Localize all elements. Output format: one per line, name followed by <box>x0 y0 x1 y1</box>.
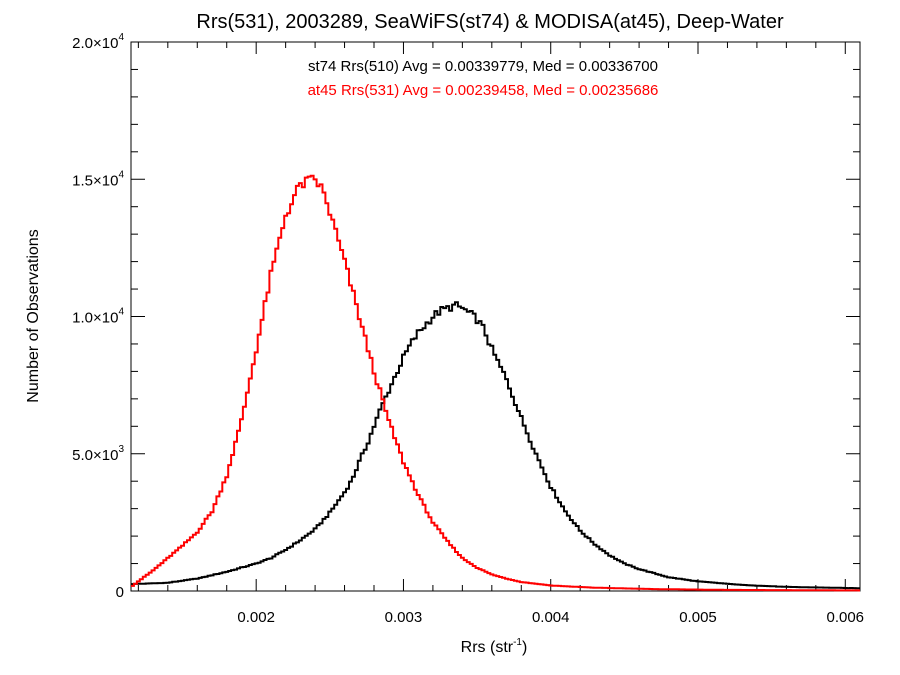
y-tick-label: 1.0×104 <box>72 307 124 327</box>
y-tick-label-main: 2.0×10 <box>72 35 118 52</box>
y-tick-label: 5.0×103 <box>72 444 124 464</box>
y-tick-label-exponent: 3 <box>118 444 124 455</box>
x-tick-label: 0.004 <box>532 609 570 626</box>
y-tick-label-exponent: 4 <box>118 169 124 180</box>
x-tick-label: 0.005 <box>679 609 717 626</box>
x-axis-label-end: ) <box>522 639 527 656</box>
y-axis-label: Number of Observations <box>25 229 42 402</box>
plot-area: 0.002 0.003 0.004 0.005 0.00605.0×1031.0×104… <box>72 32 864 626</box>
y-tick-label-main: 5.0×10 <box>72 447 118 464</box>
x-axis-label-main: Rrs (str <box>461 639 514 656</box>
y-tick-label-main: 1.0×10 <box>72 310 118 327</box>
y-tick-label: 0 <box>116 584 124 601</box>
y-tick-label: 1.5×104 <box>72 169 124 189</box>
annotation-black: st74 Rrs(510) Avg = 0.00339779, Med = 0.… <box>308 58 658 75</box>
x-tick-label: 0.002 <box>237 609 275 626</box>
series-histogram-st74 <box>131 301 860 590</box>
x-axis-label: Rrs (str-1) <box>461 637 528 656</box>
series-histogram-at45 <box>131 174 860 592</box>
y-tick-label-main: 0 <box>116 584 124 601</box>
x-axis-label-sup: -1 <box>513 637 522 648</box>
y-tick-label-main: 1.5×10 <box>72 172 118 189</box>
plot-frame <box>130 41 861 592</box>
x-tick-label: 0.003 <box>385 609 423 626</box>
y-tick-label-exponent: 4 <box>118 32 124 43</box>
annotation-red: at45 Rrs(531) Avg = 0.00239458, Med = 0.… <box>308 82 659 99</box>
y-tick-label-exponent: 4 <box>118 307 124 318</box>
x-tick-label: 0.006 <box>826 609 864 626</box>
y-tick-label: 2.0×104 <box>72 32 124 52</box>
chart-title: Rrs(531), 2003289, SeaWiFS(st74) & MODIS… <box>196 11 784 33</box>
